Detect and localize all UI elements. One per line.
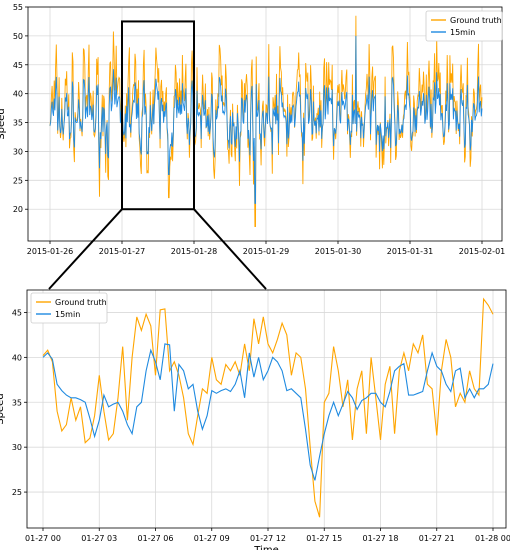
y-axis-label: Speed <box>0 393 6 424</box>
x-tick-label: 01-27 09 <box>194 534 230 543</box>
legend-box <box>30 292 108 324</box>
y-tick-label: 20 <box>13 205 23 214</box>
x-tick-label: 01-27 18 <box>363 534 399 543</box>
legend-label: 15min <box>450 28 475 37</box>
legend-label: Ground truth <box>55 298 107 307</box>
connector-left <box>48 208 123 290</box>
x-tick-label: 01-27 12 <box>250 534 286 543</box>
overview-plot: 20 25 30 35 40 45 50 55 2015-01-26 2015-01-27 2015… <box>0 3 505 256</box>
x-tick-label: 2015-01-28 <box>171 247 218 256</box>
y-tick-label: 30 <box>13 147 23 156</box>
x-tick-label: 01-27 21 <box>419 534 455 543</box>
x-tick-label: 2015-01-27 <box>99 247 146 256</box>
y-tick-label: 40 <box>13 90 23 99</box>
y-tick-label: 50 <box>13 32 23 41</box>
y-tick-label: 45 <box>13 61 23 70</box>
x-tick-label: 2015-01-30 <box>315 247 362 256</box>
y-tick-label: 45 <box>12 308 22 317</box>
zoom-rectangle <box>121 20 195 211</box>
x-tick-label: 01-27 00 <box>25 534 61 543</box>
x-tick-label: 01-27 03 <box>81 534 117 543</box>
x-tick-label: 01-27 15 <box>306 534 342 543</box>
y-axis-label: Speed <box>0 108 7 139</box>
zoomed-plot: 25 30 35 40 45 01-27 00 01-27 03 01-27 06 01-27 … <box>0 289 510 550</box>
zoom-connectors <box>48 208 267 290</box>
series-line-15min <box>42 343 494 481</box>
y-tick-label: 30 <box>12 443 22 452</box>
y-tick-label: 35 <box>13 119 23 128</box>
plot-frame <box>27 6 503 242</box>
x-tick-label: 2015-01-29 <box>243 247 290 256</box>
y-tick-label: 55 <box>13 3 23 12</box>
series-line-ground-truth <box>42 297 494 518</box>
x-tick-label: 2015-01-31 <box>387 247 434 256</box>
connector-right <box>193 208 267 290</box>
x-tick-label: 01-28 00 <box>475 534 510 543</box>
x-tick-label: 2015-02-01 <box>459 247 506 256</box>
y-tick-label: 35 <box>12 398 22 407</box>
legend-label: Ground truth <box>450 16 502 25</box>
x-tick-label: 01-27 06 <box>138 534 174 543</box>
y-tick-label: 25 <box>13 176 23 185</box>
y-tick-label: 40 <box>12 353 22 362</box>
plot-frame <box>26 289 507 529</box>
x-axis-label: Time <box>253 545 278 550</box>
legend-label: 15min <box>55 310 80 319</box>
x-tick-label: 2015-01-26 <box>27 247 74 256</box>
y-tick-label: 25 <box>12 488 22 497</box>
legend-box <box>425 10 503 42</box>
